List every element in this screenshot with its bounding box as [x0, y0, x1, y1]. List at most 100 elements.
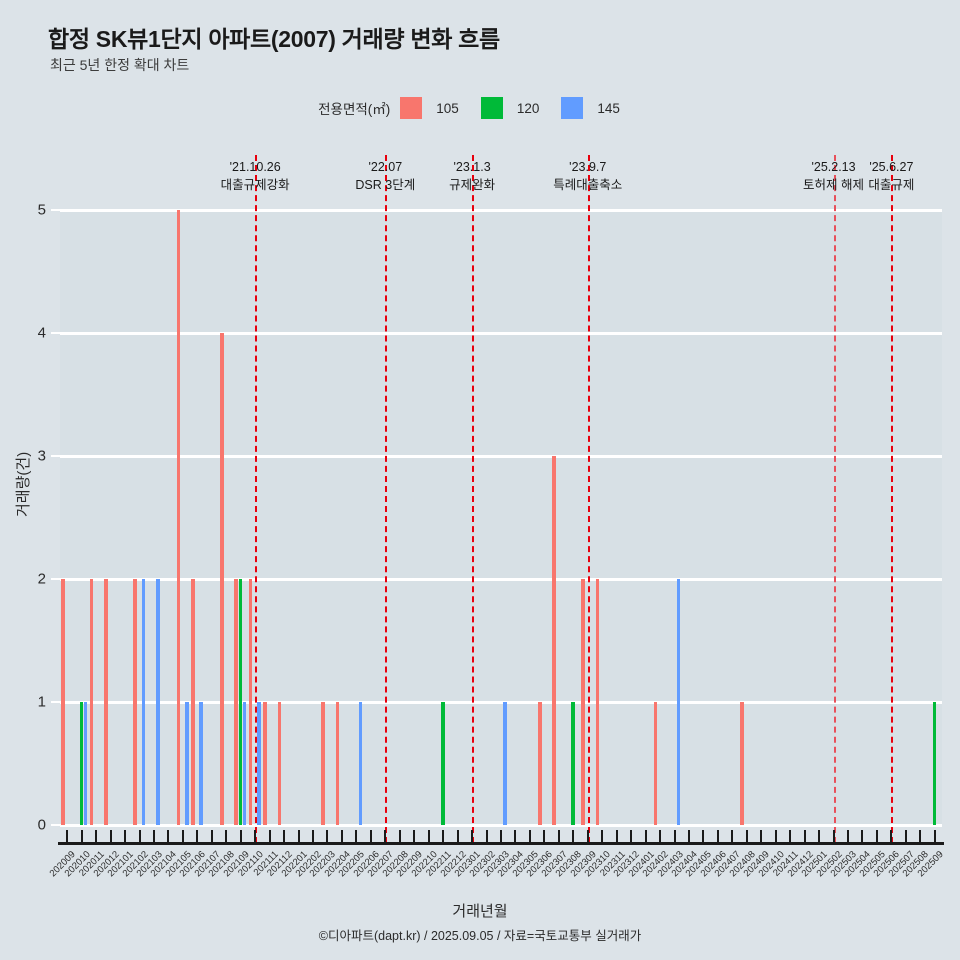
x-axis-tick — [312, 830, 315, 842]
bar[interactable] — [277, 702, 282, 825]
legend-item[interactable]: 120 — [480, 97, 562, 119]
annotation-text: 특례대출축소 — [553, 178, 623, 193]
annotation-date: '25.6.27 — [869, 160, 914, 174]
annotation-text: 규제완화 — [449, 178, 496, 193]
bar[interactable] — [503, 702, 507, 825]
y-axis-tick-label: 1 — [37, 693, 46, 711]
gridline — [60, 331, 942, 335]
bar[interactable] — [358, 702, 363, 825]
x-axis-tick — [485, 830, 488, 842]
bar[interactable] — [321, 702, 325, 825]
bar[interactable] — [219, 333, 224, 825]
bar[interactable] — [238, 579, 243, 825]
legend-label: 105 — [436, 100, 459, 116]
bar[interactable] — [571, 702, 575, 825]
legend: 전용면적(㎡) 105 120 145 — [0, 97, 960, 119]
gridline — [60, 700, 942, 704]
x-axis-tick — [789, 830, 792, 842]
x-axis-tick — [340, 830, 343, 842]
bar[interactable] — [242, 702, 247, 825]
bar[interactable] — [199, 702, 204, 825]
x-axis-tick — [500, 830, 502, 842]
y-axis-tick — [51, 332, 60, 334]
bar[interactable] — [133, 579, 137, 825]
bar[interactable] — [248, 579, 253, 825]
bar[interactable] — [89, 579, 94, 825]
legend-item[interactable]: 105 — [400, 97, 481, 119]
bar[interactable] — [552, 456, 557, 825]
bar[interactable] — [156, 579, 160, 825]
x-axis-tick — [615, 830, 618, 842]
bar[interactable] — [185, 702, 189, 825]
page-title: 합정 SK뷰1단지 아파트(2007) 거래량 변화 흐름 — [48, 26, 500, 52]
x-axis-tick — [326, 830, 329, 842]
bar[interactable] — [234, 579, 239, 825]
x-axis-tick — [630, 830, 633, 842]
bar[interactable] — [60, 579, 65, 825]
bar[interactable] — [581, 579, 586, 825]
bar[interactable] — [176, 210, 181, 825]
x-axis-tick — [687, 830, 690, 842]
x-axis-tick — [152, 830, 155, 842]
bar[interactable] — [335, 702, 340, 825]
x-axis-tick — [702, 830, 705, 842]
y-axis-tick — [51, 824, 60, 826]
x-axis-tick — [875, 830, 878, 842]
bar[interactable] — [740, 702, 745, 825]
legend-title: 전용면적(㎡) — [318, 102, 391, 117]
bar[interactable] — [676, 579, 681, 825]
x-axis-tick — [181, 830, 184, 842]
page-subtitle: 최근 5년 한정 확대 차트 — [50, 57, 190, 73]
x-axis-tick — [557, 830, 560, 842]
y-axis-tick-label: 3 — [37, 447, 46, 465]
gridline — [60, 577, 942, 581]
annotation-label: '23.1.3 규제완화 — [449, 158, 495, 194]
bar[interactable] — [538, 702, 542, 825]
y-axis-tick-label: 2 — [37, 570, 46, 588]
bar[interactable] — [190, 579, 195, 825]
bar[interactable] — [83, 702, 88, 825]
x-axis-tick — [586, 830, 589, 842]
legend-swatch-icon — [400, 97, 423, 119]
bar[interactable] — [257, 702, 261, 825]
annotation-label: '25.2.13 토허제 해제 — [803, 158, 864, 194]
annotation-label: '23.9.7 특례대출축소 — [553, 158, 622, 194]
x-axis-tick — [514, 830, 517, 842]
x-axis-tick — [528, 830, 531, 842]
annotation-text: 대출규제 — [868, 178, 915, 193]
annotation-text: DSR 3단계 — [355, 178, 416, 193]
legend-item[interactable]: 145 — [561, 97, 642, 119]
x-axis-tick — [442, 830, 445, 842]
x-axis-tick — [847, 830, 850, 842]
x-axis-tick — [124, 830, 127, 842]
annotation-line — [472, 155, 475, 843]
plot-area — [60, 155, 942, 843]
gridline — [60, 823, 942, 827]
footer-credit: ©디아파트(dapt.kr) / 2025.09.05 / 자료=국토교통부 실… — [318, 929, 642, 943]
bar[interactable] — [141, 579, 146, 825]
x-axis-tick — [196, 830, 199, 842]
bar[interactable] — [441, 702, 445, 825]
annotation-label: '21.10.26 대출규제강화 — [221, 158, 290, 194]
x-axis-tick — [904, 830, 907, 842]
x-axis-tick — [818, 830, 821, 842]
legend-label: 145 — [597, 100, 620, 116]
x-axis-tick — [803, 830, 806, 842]
annotation-line — [255, 155, 258, 843]
x-axis-tick — [861, 830, 864, 842]
x-axis-tick — [890, 830, 893, 842]
x-axis-label: 거래년월 — [452, 903, 508, 920]
bar[interactable] — [263, 702, 267, 825]
legend-label: 120 — [516, 100, 540, 116]
bar[interactable] — [79, 702, 84, 825]
bar[interactable] — [932, 702, 937, 825]
annotation-date: '25.2.13 — [811, 160, 856, 174]
x-axis-tick — [427, 830, 430, 842]
bar[interactable] — [104, 579, 108, 825]
bar[interactable] — [653, 702, 658, 825]
annotation-date: '23.1.3 — [453, 160, 491, 174]
bar[interactable] — [595, 579, 600, 825]
gridline — [60, 208, 942, 212]
y-axis-tick — [51, 209, 60, 211]
x-axis-tick — [933, 830, 936, 842]
